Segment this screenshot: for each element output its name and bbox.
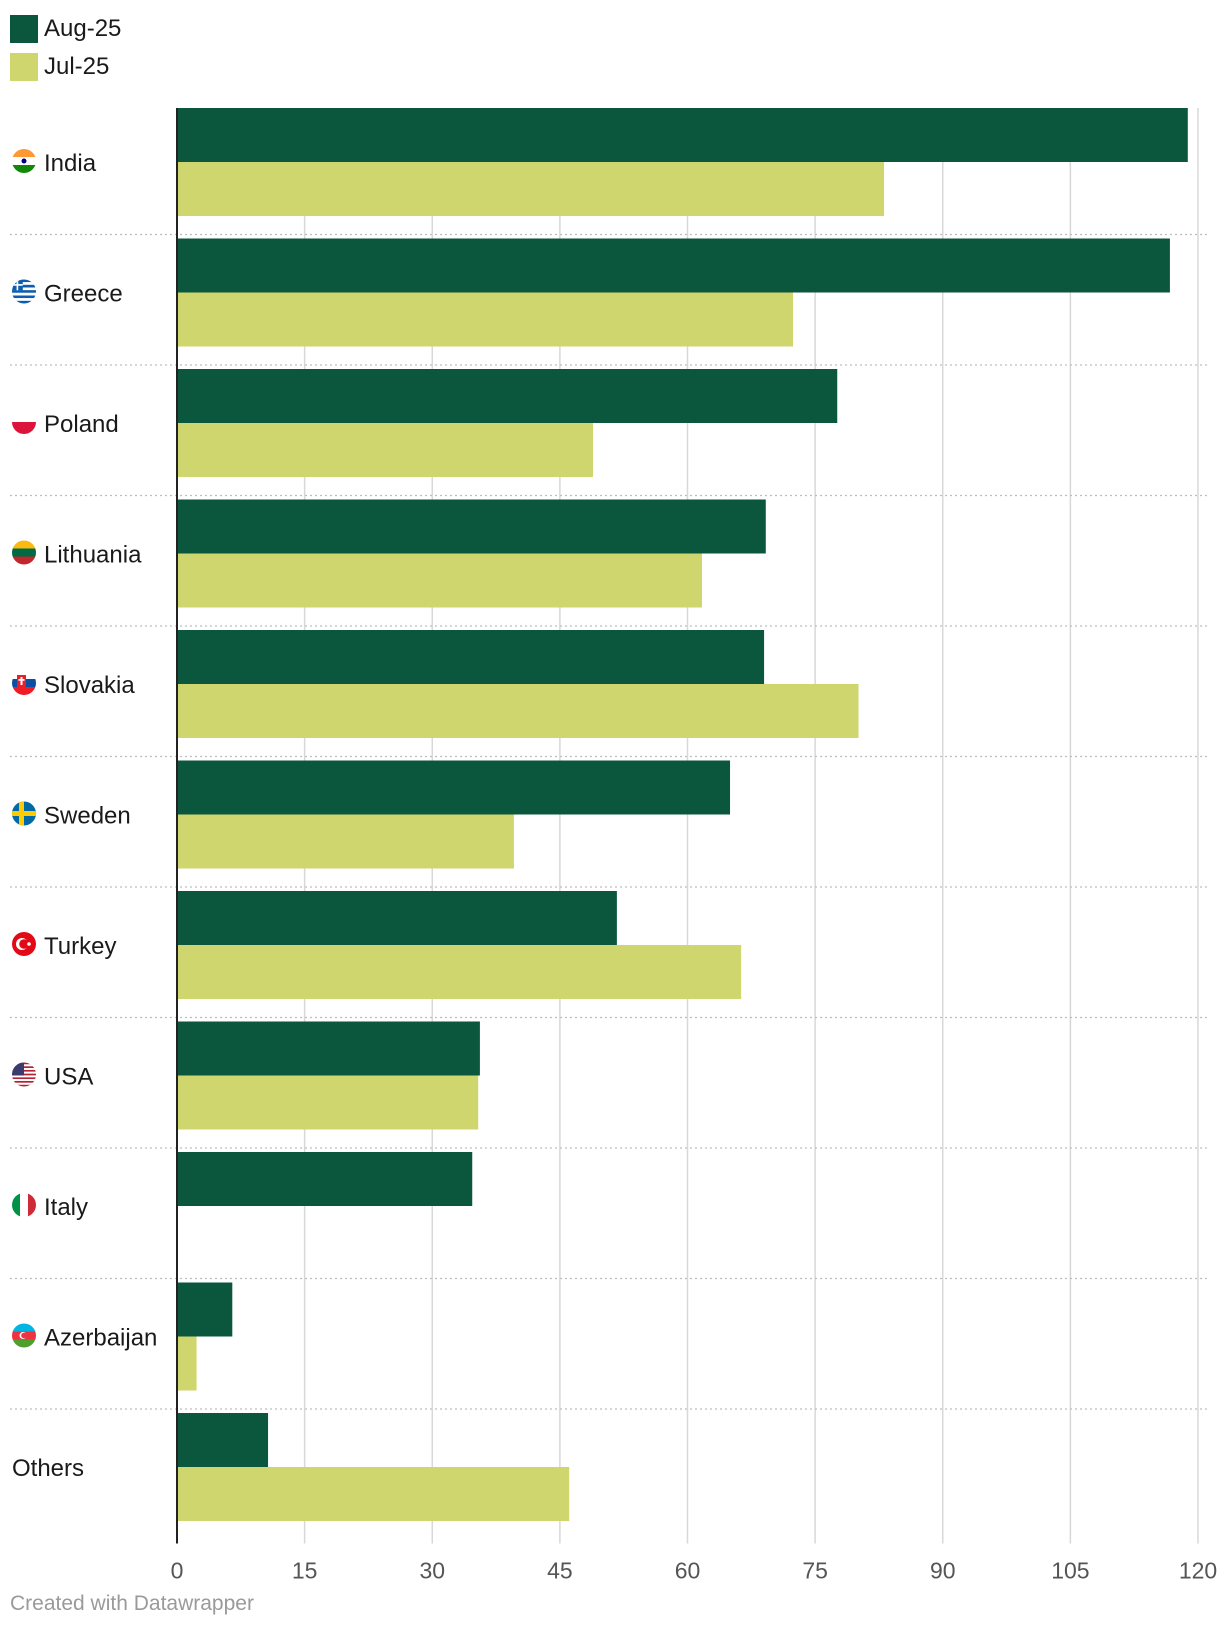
category-label-others: Others <box>12 1455 84 1482</box>
sweden-flag-icon <box>12 801 36 826</box>
bar-jul-25-lithuania <box>177 553 702 608</box>
x-tick-label-60: 60 <box>675 1558 701 1584</box>
category-label-lithuania: Lithuania <box>44 542 142 569</box>
legend-item-jul-25: Jul-25 <box>10 48 121 86</box>
slovakia-flag-icon <box>12 671 36 695</box>
category-label-sweden: Sweden <box>44 803 131 830</box>
category-label-turkey: Turkey <box>44 933 116 960</box>
bar-aug-25-lithuania <box>177 499 766 554</box>
bar-aug-25-india <box>177 108 1188 162</box>
legend-swatch-aug-25 <box>10 15 38 43</box>
turkey-flag-icon <box>12 932 36 956</box>
greece-flag-icon <box>12 279 36 304</box>
bar-jul-25-turkey <box>177 945 742 999</box>
bar-chart: 0 15 30 45 60 75 90 105 120 India Greece Poland Lith… <box>10 108 1217 1584</box>
legend-item-aug-25: Aug-25 <box>10 10 121 48</box>
bar-aug-25-others <box>177 1413 269 1467</box>
azerbaijan-flag-icon <box>12 1323 36 1348</box>
bar-aug-25-azerbaijan <box>177 1282 233 1337</box>
x-tick-label-75: 75 <box>802 1558 828 1584</box>
category-label-poland: Poland <box>44 411 119 438</box>
bar-jul-25-azerbaijan <box>177 1336 197 1391</box>
bar-jul-25-poland <box>177 423 594 477</box>
bar-jul-25-india <box>177 162 885 216</box>
india-flag-icon <box>12 149 36 173</box>
bar-jul-25-usa <box>177 1075 479 1130</box>
bar-jul-25-others <box>177 1467 570 1521</box>
category-label-italy: Italy <box>44 1194 88 1221</box>
x-tick-label-120: 120 <box>1179 1558 1217 1584</box>
italy-flag-icon <box>12 1193 36 1217</box>
poland-flag-icon <box>12 410 36 434</box>
category-label-usa: USA <box>44 1064 93 1091</box>
category-label-greece: Greece <box>44 281 123 308</box>
legend-swatch-jul-25 <box>10 53 38 81</box>
x-tick-label-0: 0 <box>171 1558 184 1584</box>
x-tick-label-15: 15 <box>292 1558 318 1584</box>
bar-aug-25-slovakia <box>177 630 765 684</box>
credit-footer: Created with Datawrapper <box>10 1592 254 1615</box>
category-label-india: India <box>44 150 97 177</box>
category-label-slovakia: Slovakia <box>44 672 135 699</box>
bar-aug-25-sweden <box>177 760 731 815</box>
bar-aug-25-usa <box>177 1021 480 1076</box>
bar-jul-25-slovakia <box>177 684 859 738</box>
legend-label-jul-25: Jul-25 <box>44 53 110 80</box>
x-tick-label-105: 105 <box>1051 1558 1089 1584</box>
bar-aug-25-greece <box>177 238 1170 293</box>
x-tick-label-90: 90 <box>930 1558 956 1584</box>
bar-jul-25-greece <box>177 292 794 347</box>
chart-legend: Aug-25 Jul-25 <box>10 10 121 86</box>
x-tick-label-30: 30 <box>419 1558 445 1584</box>
legend-label-aug-25: Aug-25 <box>44 15 122 42</box>
bar-jul-25-sweden <box>177 814 514 869</box>
lithuania-flag-icon <box>12 540 36 565</box>
bar-aug-25-italy <box>177 1152 473 1206</box>
bar-aug-25-turkey <box>177 891 617 945</box>
bar-aug-25-poland <box>177 369 838 423</box>
usa-flag-icon <box>12 1062 36 1087</box>
x-tick-label-45: 45 <box>547 1558 573 1584</box>
category-label-azerbaijan: Azerbaijan <box>44 1325 157 1352</box>
